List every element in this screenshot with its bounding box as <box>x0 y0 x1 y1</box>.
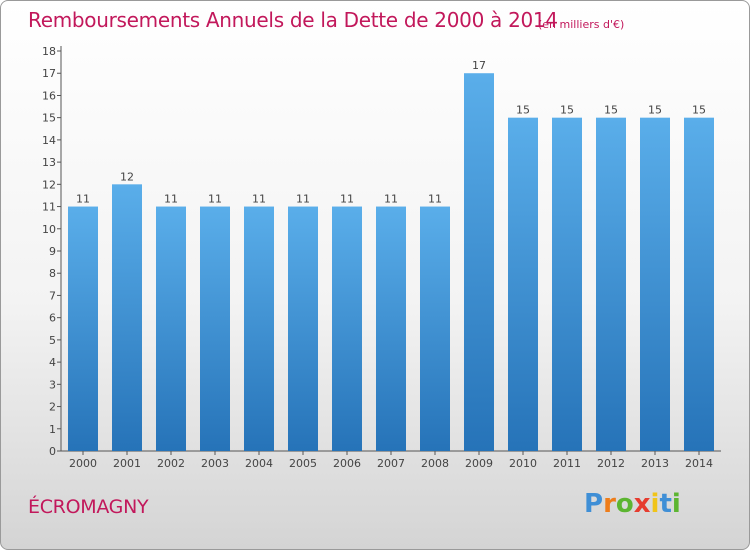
y-tick-label: 12 <box>42 178 56 191</box>
logo-letter: i <box>671 489 681 519</box>
logo-letter: t <box>659 489 672 519</box>
data-label-2014: 15 <box>692 104 706 117</box>
bar-2006 <box>332 206 362 451</box>
x-tick-label-2007: 2007 <box>377 457 405 470</box>
y-tick-label: 17 <box>42 67 56 80</box>
data-label-2002: 11 <box>164 193 178 206</box>
x-tick-label-2004: 2004 <box>245 457 273 470</box>
bar-2013 <box>640 117 670 452</box>
bar-2014 <box>684 117 714 452</box>
data-label-2001: 12 <box>120 170 134 183</box>
y-tick-label: 0 <box>49 445 56 458</box>
data-label-2004: 11 <box>252 193 266 206</box>
y-tick-label: 11 <box>42 201 56 214</box>
logo-letter: o <box>615 489 634 519</box>
y-tick-label: 15 <box>42 112 56 125</box>
y-tick-label: 9 <box>49 245 56 258</box>
bar-2011 <box>552 117 582 452</box>
x-tick-label-2008: 2008 <box>421 457 449 470</box>
data-label-2008: 11 <box>428 193 442 206</box>
x-tick-label-2014: 2014 <box>685 457 713 470</box>
y-tick-label: 2 <box>49 401 56 414</box>
y-tick-label: 13 <box>42 156 56 169</box>
x-tick-label-2006: 2006 <box>333 457 361 470</box>
logo-letter: r <box>603 489 616 519</box>
x-tick-label-2009: 2009 <box>465 457 493 470</box>
x-tick-label-2013: 2013 <box>641 457 669 470</box>
data-label-2009: 17 <box>472 59 486 72</box>
bar-2009 <box>464 73 494 451</box>
data-label-2005: 11 <box>296 193 310 206</box>
logo-letter: x <box>633 489 651 519</box>
y-tick-label: 8 <box>49 267 56 280</box>
y-tick-label: 1 <box>49 423 56 436</box>
x-tick-label-2011: 2011 <box>553 457 581 470</box>
data-label-2010: 15 <box>516 104 530 117</box>
data-label-2012: 15 <box>604 104 618 117</box>
y-tick-label: 10 <box>42 223 56 236</box>
bar-2012 <box>596 117 626 452</box>
y-tick-label: 16 <box>42 89 56 102</box>
data-label-2007: 11 <box>384 193 398 206</box>
bar-2003 <box>200 206 230 451</box>
data-label-2006: 11 <box>340 193 354 206</box>
x-tick-label-2012: 2012 <box>597 457 625 470</box>
x-tick-label-2003: 2003 <box>201 457 229 470</box>
bar-2007 <box>376 206 406 451</box>
x-tick-label-2001: 2001 <box>113 457 141 470</box>
y-tick-label: 3 <box>49 378 56 391</box>
data-label-2000: 11 <box>76 193 90 206</box>
logo-letter: P <box>584 489 604 519</box>
data-label-2003: 11 <box>208 193 222 206</box>
proxiti-logo: Proxiti <box>584 489 681 519</box>
bar-2004 <box>244 206 274 451</box>
x-tick-label-2000: 2000 <box>69 457 97 470</box>
commune-name: ÉCROMAGNY <box>28 496 149 518</box>
y-tick-label: 7 <box>49 289 56 302</box>
logo-letter: i <box>650 489 660 519</box>
y-tick-label: 6 <box>49 312 56 325</box>
data-label-2011: 15 <box>560 104 574 117</box>
y-tick-label: 14 <box>42 134 56 147</box>
y-tick-label: 5 <box>49 334 56 347</box>
x-tick-label-2005: 2005 <box>289 457 317 470</box>
bar-2008 <box>420 206 450 451</box>
bar-2000 <box>68 206 98 451</box>
x-tick-label-2010: 2010 <box>509 457 537 470</box>
bar-2002 <box>156 206 186 451</box>
chart-title: Remboursements Annuels de la Dette de 20… <box>28 8 558 32</box>
data-label-2013: 15 <box>648 104 662 117</box>
bar-2010 <box>508 117 538 452</box>
bar-2005 <box>288 206 318 451</box>
x-tick-label-2002: 2002 <box>157 457 185 470</box>
unit-label: (en milliers d'€) <box>538 18 625 31</box>
y-tick-label: 4 <box>49 356 56 369</box>
y-tick-label: 18 <box>42 45 56 58</box>
bar-2001 <box>112 184 142 452</box>
